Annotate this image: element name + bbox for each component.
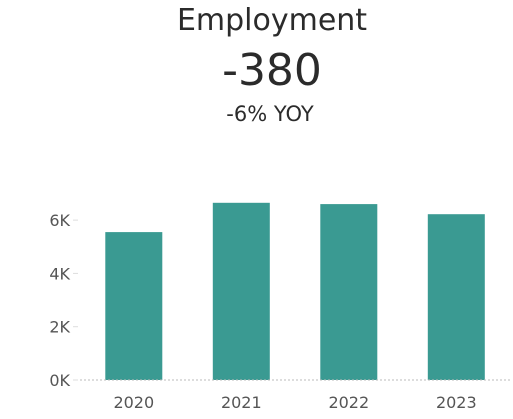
kpi-value: -380 [222, 45, 322, 96]
x-axis-labels: 2020 2021 2022 2023 [113, 393, 476, 412]
kpi-change: -6% YOY [226, 102, 314, 126]
y-tick-label-4K: 4K [49, 264, 70, 283]
x-tick-label-2021: 2021 [221, 393, 262, 412]
bar-2021 [212, 202, 270, 380]
bar-2023 [427, 214, 485, 380]
x-tick-label-2023: 2023 [436, 393, 477, 412]
bars-group [105, 202, 485, 380]
kpi-title: Employment [176, 3, 368, 38]
x-tick-label-2020: 2020 [113, 393, 154, 412]
y-axis-labels: 0K 2K 4K 6K [49, 211, 78, 390]
bar-2020 [105, 232, 163, 380]
y-tick-label-0K: 0K [49, 371, 70, 390]
x-tick-label-2022: 2022 [328, 393, 369, 412]
y-tick-label-2K: 2K [49, 318, 70, 337]
bar-2022 [320, 204, 378, 380]
y-tick-label-6K: 6K [49, 211, 70, 230]
